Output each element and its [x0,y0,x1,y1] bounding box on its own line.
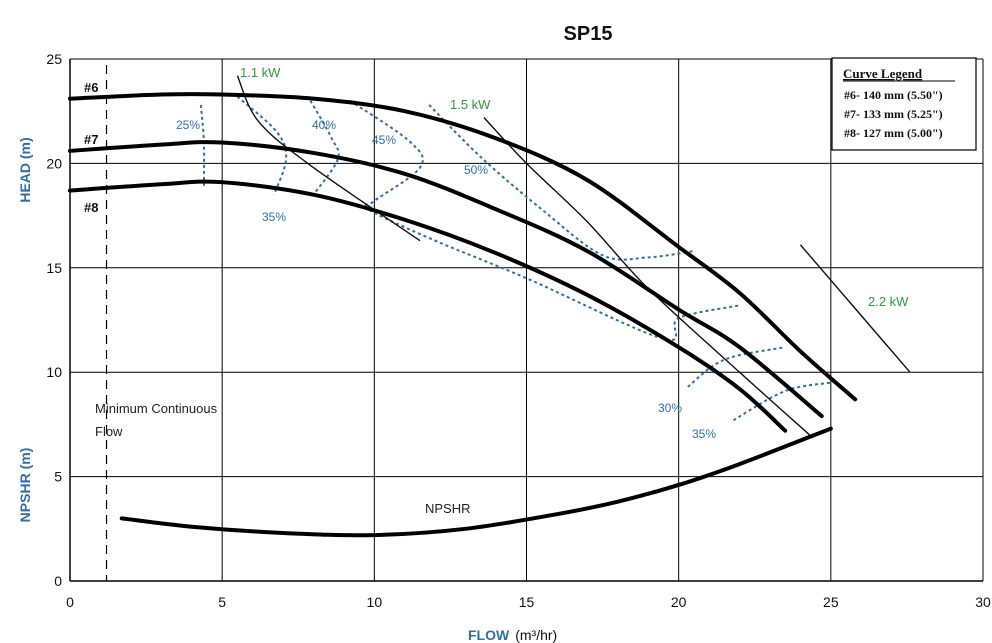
power-label-1-1kw: 1.1 kW [240,65,281,80]
x-tick-label: 10 [367,594,383,610]
series-curve [68,179,788,433]
power-label-1-5kw: 1.5 kW [450,97,491,112]
legend-entry-7: #7- 133 mm (5.25") [844,107,943,121]
efficiency-line [199,104,206,187]
npshr-curve-label: NPSHR [425,501,471,516]
min-flow-label-line2: Flow [95,424,123,439]
curve-label-6: #6 [84,80,98,95]
legend-box [831,57,977,151]
x-tick-labels: 0 5 10 15 20 25 30 [66,594,991,610]
y-tick-label: 10 [46,364,62,380]
power-line [483,116,810,436]
curve-label-7: #7 [84,132,98,147]
series-curve [68,140,824,419]
x-tick-label: 15 [519,594,535,610]
y-tick-label: 25 [46,51,62,67]
min-flow-label-line1: Minimum Continuous [95,401,218,416]
chart-title: SP15 [564,23,613,45]
legend-entry-6: #6- 140 mm (5.50") [844,88,943,102]
y-tick-labels: 0 5 10 15 20 25 [46,51,62,589]
legend: Curve Legend #6- 140 mm (5.50") #7- 133 … [831,57,977,151]
legend-title: Curve Legend [843,66,923,81]
efficiency-label-25: 25% [176,118,200,132]
series-curve [68,91,858,402]
efficiency-line [732,381,832,422]
x-tick-label: 30 [975,594,991,610]
x-axis-unit: (m³/hr) [515,627,557,643]
efficiency-label-40: 40% [312,118,336,132]
efficiency-label-30-low: 30% [658,401,682,415]
x-tick-label: 20 [671,594,687,610]
efficiency-label-35-low: 35% [692,427,716,441]
power-line [236,75,421,242]
x-axis-title-text: FLOW [468,627,510,643]
x-axis-title: FLOW (m³/hr) [468,627,557,643]
efficiency-label-50: 50% [464,163,488,177]
curve-label-8: #8 [84,200,98,215]
y-tick-label: 15 [46,260,62,276]
power-label-2-2kw: 2.2 kW [868,294,909,309]
series-curve [119,426,833,538]
efficiency-line [309,100,340,196]
efficiency-line [349,99,740,341]
series-curves [68,91,858,538]
efficiency-line [687,346,786,388]
x-tick-label: 5 [218,594,226,610]
x-tick-label: 25 [823,594,839,610]
y-tick-label: 20 [46,155,62,171]
x-tick-label: 0 [66,594,74,610]
power-lines [236,75,911,436]
efficiency-line [428,104,695,261]
y-tick-label: 0 [54,573,62,589]
power-line [799,244,911,373]
efficiency-label-45: 45% [372,133,396,147]
grid [69,58,984,582]
y-axis-title-npshr: NPSHR (m) [17,448,33,523]
legend-entry-8: #8- 127 mm (5.00") [844,126,943,140]
axes [69,59,983,582]
efficiency-label-35-top: 35% [262,210,286,224]
y-tick-label: 5 [54,469,62,485]
y-axis-title-head: HEAD (m) [17,137,33,202]
